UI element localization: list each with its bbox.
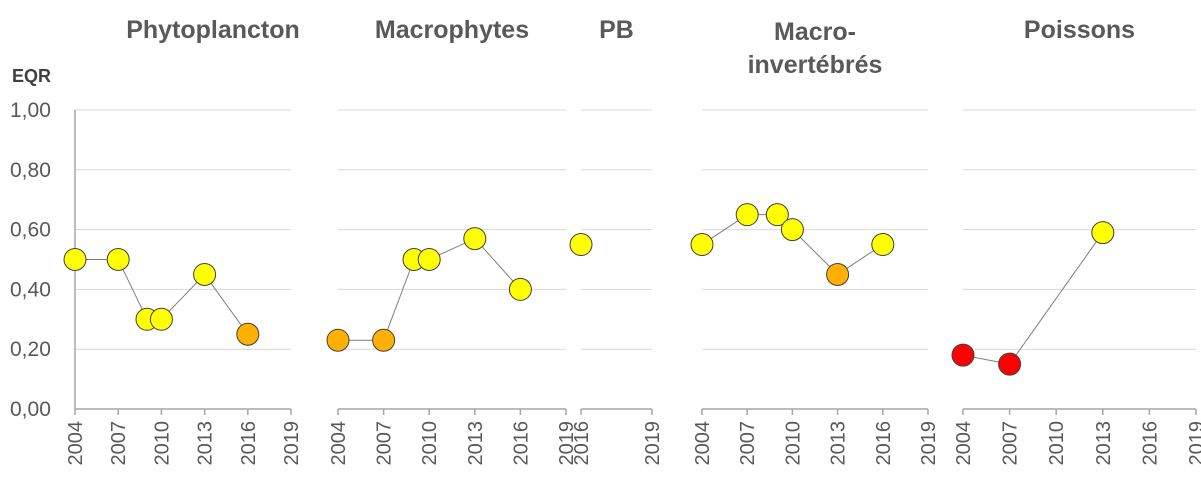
data-point: [826, 262, 850, 286]
data-point: [326, 328, 350, 352]
panel-title: invertébrés: [748, 51, 883, 79]
x-tick-label: 2010: [1046, 421, 1068, 466]
data-point: [1091, 221, 1115, 245]
data-point: [765, 203, 789, 227]
x-tick-label: 2019: [281, 421, 303, 466]
data-point: [106, 248, 130, 271]
x-tick-label: 2007: [108, 421, 130, 466]
x-tick-label: 2010: [419, 421, 441, 466]
data-point: [149, 307, 173, 331]
y-tick-label: 0,60: [10, 219, 51, 242]
data-point: [236, 322, 260, 346]
data-point: [372, 328, 396, 352]
x-tick-label: 2004: [65, 421, 87, 466]
data-point: [951, 343, 975, 367]
data-point: [463, 227, 487, 251]
y-tick-label: 0,40: [10, 278, 51, 301]
data-point: [998, 352, 1022, 376]
data-point: [780, 218, 804, 242]
data-point: [193, 262, 217, 286]
x-tick-label: 2013: [1093, 421, 1115, 466]
x-tick-label: 2016: [873, 421, 895, 466]
x-tick-label: 2004: [692, 421, 714, 466]
x-tick-label: 2016: [1139, 421, 1161, 466]
data-point: [871, 233, 895, 257]
x-tick-label: 2019: [918, 421, 940, 466]
x-tick-label: 2019: [556, 421, 578, 466]
x-tick-label: 2004: [953, 421, 975, 466]
x-tick-label: 2004: [328, 421, 350, 466]
data-point: [63, 248, 87, 271]
y-tick-label: 1,00: [10, 99, 51, 122]
x-tick-label: 2007: [1000, 421, 1022, 466]
x-tick-label: 2016: [238, 421, 260, 466]
panel-title: Poissons: [1024, 16, 1135, 44]
x-tick-label: 2007: [737, 421, 759, 466]
x-tick-label: 2007: [374, 421, 396, 466]
y-tick-label: 0,00: [10, 398, 51, 421]
series-line: [962, 232, 1104, 365]
y-axis-label: EQR: [12, 66, 51, 86]
panel-title: Macro-: [774, 18, 856, 46]
y-tick-label: 0,80: [10, 159, 51, 182]
x-tick-label: 2010: [782, 421, 804, 466]
x-tick-label: 2019: [1186, 421, 1201, 466]
data-point: [690, 233, 714, 257]
x-tick-label: 2013: [465, 421, 487, 466]
data-point: [735, 203, 759, 227]
x-tick-label: 2013: [828, 421, 850, 466]
x-tick-label: 2013: [195, 421, 217, 466]
panel-title: PB: [599, 16, 634, 44]
x-tick-label: 2019: [642, 421, 664, 466]
panel-title: Phytoplancton: [126, 16, 300, 44]
panel-title: Macrophytes: [375, 16, 529, 44]
data-point: [417, 248, 441, 271]
x-tick-label: 2016: [571, 421, 593, 466]
y-tick-label: 0,20: [10, 338, 51, 361]
x-tick-label: 2016: [510, 421, 532, 466]
x-tick-label: 2010: [151, 421, 173, 466]
data-point: [569, 233, 593, 257]
data-point: [508, 277, 532, 301]
